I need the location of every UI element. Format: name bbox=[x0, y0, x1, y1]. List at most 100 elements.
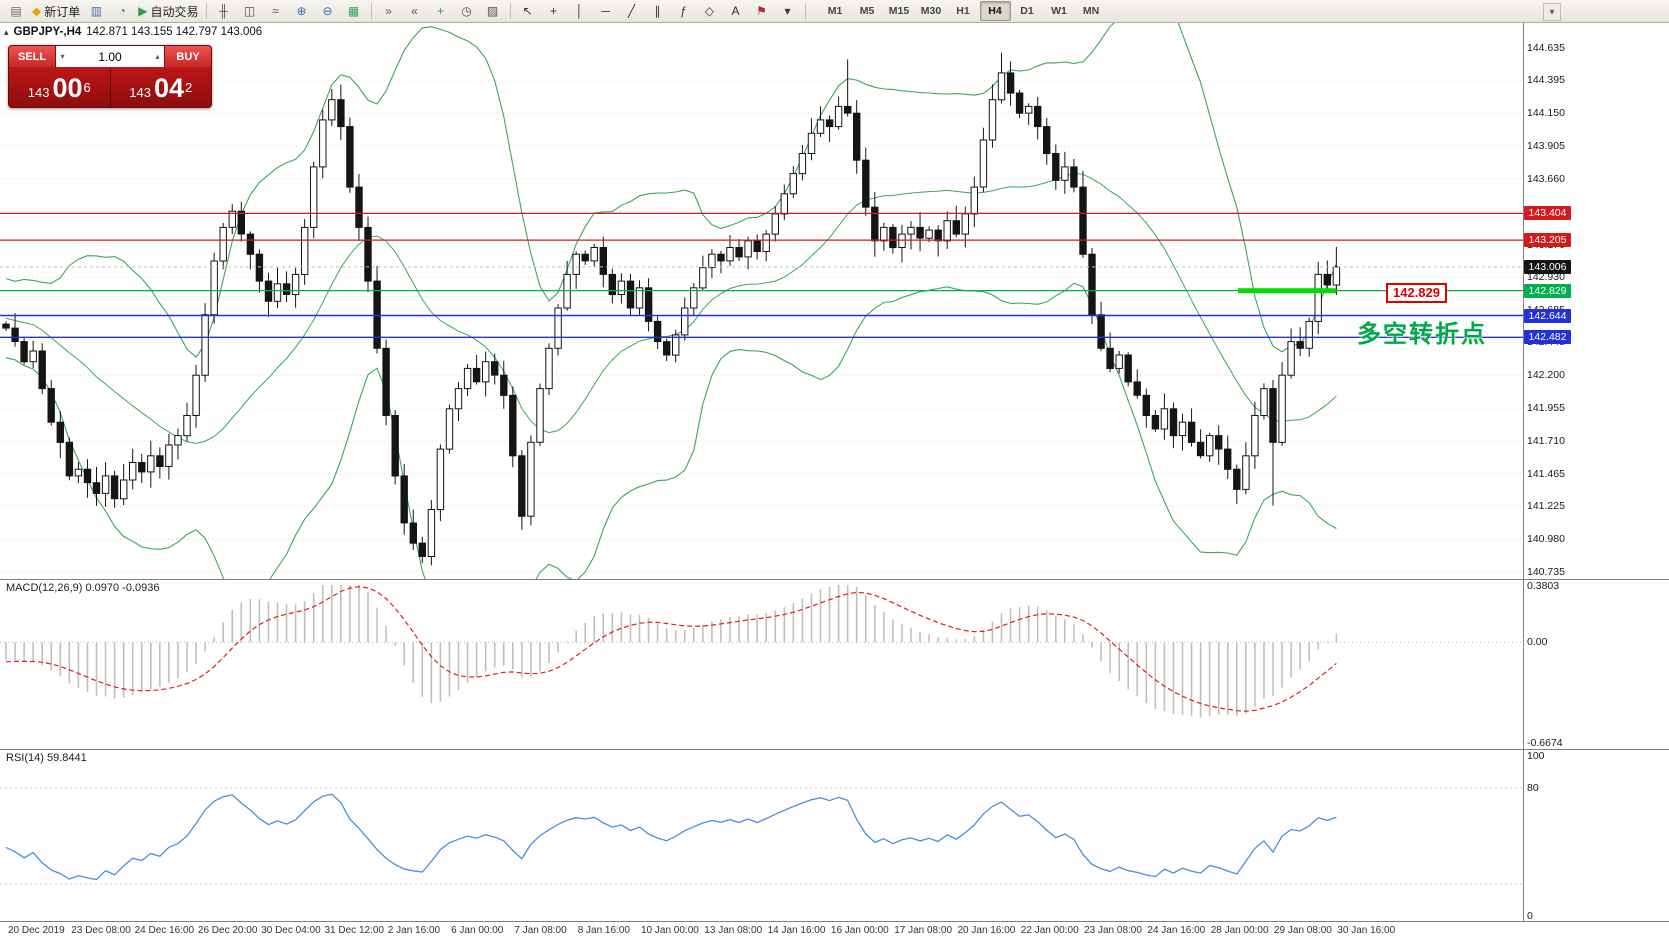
trendline-icon: ╱ bbox=[627, 4, 636, 18]
bar-chart-icon: ╫ bbox=[219, 4, 228, 18]
auto-scroll-button[interactable]: » bbox=[376, 1, 402, 22]
horizontal-line-button[interactable]: ─ bbox=[593, 1, 619, 22]
candlestick-chart-icon: ◫ bbox=[243, 4, 256, 18]
timeframe-h1-button[interactable]: H1 bbox=[956, 5, 970, 17]
chart-shift-icon: « bbox=[411, 4, 418, 18]
objects-dropdown-button[interactable]: ▾ bbox=[775, 1, 801, 22]
indicators-button[interactable]: + bbox=[428, 1, 454, 22]
sell-price-pips: 00 bbox=[52, 73, 83, 103]
vertical-line-button[interactable]: │ bbox=[567, 1, 593, 22]
toolbar-separator bbox=[804, 3, 806, 19]
shapes-icon: ◇ bbox=[704, 4, 715, 18]
arrow-label-button[interactable]: ⚑ bbox=[749, 1, 775, 22]
arrow-label-icon: ⚑ bbox=[756, 4, 767, 18]
zoom-out-icon: ⊖ bbox=[322, 4, 333, 18]
tile-windows-icon: ▦ bbox=[347, 4, 360, 18]
volume-control: ▾ ▴ bbox=[55, 46, 165, 67]
timeframe-w1-button[interactable]: W1 bbox=[1051, 5, 1067, 17]
channel-button[interactable]: ∥ bbox=[645, 1, 671, 22]
new-chart-button[interactable]: ▤ bbox=[3, 1, 29, 22]
fibonacci-button[interactable]: ƒ bbox=[671, 1, 697, 22]
templates-icon: ▨ bbox=[486, 4, 499, 18]
timeframe-d1-button[interactable]: D1 bbox=[1020, 5, 1034, 17]
sell-button[interactable]: SELL bbox=[9, 46, 55, 67]
new-order-button[interactable]: ◆ 新订单 bbox=[29, 1, 83, 22]
main-chart-canvas[interactable] bbox=[0, 23, 1669, 579]
history-center-icon: ◔ bbox=[118, 4, 126, 18]
new-order-button-label: 新订单 bbox=[44, 4, 81, 19]
periods-button[interactable]: ◷ bbox=[454, 1, 480, 22]
profiles-button[interactable]: ▥ bbox=[83, 1, 109, 22]
timeframe-m1-button[interactable]: M1 bbox=[827, 5, 843, 17]
bar-chart-button[interactable]: ╫ bbox=[211, 1, 237, 22]
zoom-out-button[interactable]: ⊖ bbox=[315, 1, 341, 22]
volume-increase-button[interactable]: ▴ bbox=[155, 52, 160, 61]
toolbar-overflow-button[interactable]: ▾ bbox=[1543, 3, 1561, 21]
new-order-icon: ◆ bbox=[32, 4, 42, 18]
cursor-icon: ↖ bbox=[522, 4, 533, 18]
rsi-pane-canvas[interactable] bbox=[0, 749, 1669, 921]
chart-symbol-label: GBPJPY-,H4 bbox=[13, 26, 82, 38]
trendline-button[interactable]: ╱ bbox=[619, 1, 645, 22]
tile-windows-button[interactable]: ▦ bbox=[341, 1, 367, 22]
buy-price-point: 2 bbox=[185, 80, 193, 95]
autotrading-button-label: 自动交易 bbox=[150, 4, 199, 19]
candlestick-chart-button[interactable]: ◫ bbox=[237, 1, 263, 22]
timeframe-group: M1 M5 M15 M30 H1 H4 D1 W1 MN bbox=[820, 1, 1107, 21]
timeframe-m15-button[interactable]: M15 bbox=[888, 5, 910, 17]
price-scale-border bbox=[1523, 23, 1524, 921]
chinese-annotation: 多空转折点 bbox=[1357, 321, 1487, 348]
zoom-in-icon: ⊕ bbox=[296, 4, 307, 18]
toolbar-separator bbox=[509, 3, 511, 19]
crosshair-button[interactable]: + bbox=[541, 1, 567, 22]
buy-price-units: 143 bbox=[129, 84, 151, 100]
text-icon: A bbox=[731, 4, 740, 18]
crosshair-icon: + bbox=[549, 4, 557, 18]
sell-price-button[interactable]: 143 00 6 bbox=[9, 67, 110, 107]
buy-button[interactable]: BUY bbox=[165, 46, 211, 67]
line-chart-icon: ≈ bbox=[272, 4, 279, 18]
macd-indicator-label: MACD(12,26,9) 0.0970 -0.0936 bbox=[6, 582, 160, 594]
zoom-in-button[interactable]: ⊕ bbox=[289, 1, 315, 22]
horizontal-line-icon: ─ bbox=[601, 4, 610, 18]
auto-scroll-icon: » bbox=[385, 4, 392, 18]
one-click-collapse-button[interactable]: ▴ bbox=[4, 26, 9, 37]
rsi-indicator-label: RSI(14) 59.8441 bbox=[6, 752, 87, 764]
profiles-icon: ▥ bbox=[90, 4, 102, 18]
indicators-icon: + bbox=[436, 4, 444, 18]
chart-shift-button[interactable]: « bbox=[402, 1, 428, 22]
buy-price-pips: 04 bbox=[153, 73, 184, 103]
price-annotation-box[interactable]: 142.829 bbox=[1386, 283, 1447, 303]
fibonacci-icon: ƒ bbox=[680, 4, 687, 18]
line-chart-button[interactable]: ≈ bbox=[263, 1, 289, 22]
time-axis[interactable] bbox=[0, 921, 1669, 947]
timeframe-mn-button[interactable]: MN bbox=[1082, 5, 1100, 17]
history-center-button[interactable]: ◔ bbox=[109, 1, 135, 22]
new-chart-icon: ▤ bbox=[10, 4, 22, 18]
vertical-line-icon: │ bbox=[575, 4, 584, 18]
chart-ohlc-label: 142.871 143.155 142.797 143.006 bbox=[86, 26, 263, 38]
periods-icon: ◷ bbox=[461, 4, 472, 18]
sell-price-point: 6 bbox=[83, 80, 91, 95]
macd-pane-canvas[interactable] bbox=[0, 579, 1669, 749]
timeframe-m30-button[interactable]: M30 bbox=[920, 5, 942, 17]
cursor-button[interactable]: ↖ bbox=[515, 1, 541, 22]
main-toolbar: ▤ ◆ 新订单 ▥ ◔ ▶ 自动交易 ╫ ◫ ≈ ⊕ ⊖ ▦» «+ ◷ ▨ ↖ + │ ─ ╱ ∥ ƒ ◇ A ⚑ ▾ M1 M5 M1… bbox=[0, 0, 1669, 23]
volume-decrease-button[interactable]: ▾ bbox=[60, 52, 65, 61]
text-button[interactable]: A bbox=[723, 1, 749, 22]
toolbar-separator bbox=[370, 3, 372, 19]
autotrading-button[interactable]: ▶ 自动交易 bbox=[135, 1, 201, 22]
volume-input[interactable] bbox=[69, 48, 151, 65]
one-click-trading-panel: SELL ▾ ▴ BUY 143 00 6 143 04 2 bbox=[8, 45, 212, 108]
timeframe-h4-button[interactable]: H4 bbox=[979, 1, 1011, 21]
toolbar-separator bbox=[205, 3, 207, 19]
autotrading-icon: ▶ bbox=[138, 4, 148, 18]
channel-icon: ∥ bbox=[654, 4, 661, 18]
buy-price-button[interactable]: 143 04 2 bbox=[109, 67, 212, 107]
objects-dropdown-icon: ▾ bbox=[784, 4, 791, 18]
shapes-button[interactable]: ◇ bbox=[697, 1, 723, 22]
timeframe-m5-button[interactable]: M5 bbox=[859, 5, 875, 17]
templates-button[interactable]: ▨ bbox=[480, 1, 506, 22]
sell-price-units: 143 bbox=[27, 84, 50, 100]
